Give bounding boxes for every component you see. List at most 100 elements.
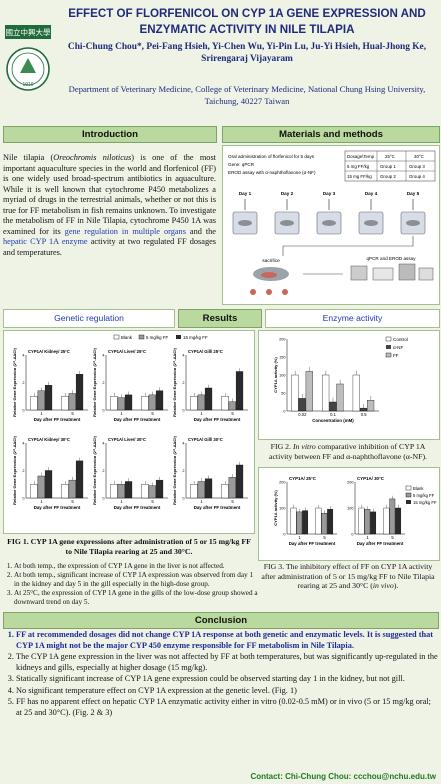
- data-bar: [302, 510, 309, 535]
- y-tick-label: 0: [351, 532, 353, 536]
- assay-instrument-icons: [350, 263, 434, 281]
- arrows: [282, 236, 414, 275]
- x-tick-label: 1: [200, 499, 203, 504]
- x-tick-label: 5: [231, 499, 234, 504]
- x-tick-label: 5: [151, 499, 154, 504]
- data-bar: [370, 511, 377, 535]
- x-axis-label: Day after FF treatment: [289, 541, 336, 546]
- methods-desc-1: Oral administration of florfenicol for 5…: [228, 154, 315, 159]
- methods-panel: Oral administration of florfenicol for 5…: [222, 145, 440, 305]
- y-tick-label: 200: [347, 480, 353, 484]
- data-bar: [44, 470, 53, 499]
- contact-info: Contact: Chi-Chung Chou: ccchou@nchu.edu…: [250, 772, 436, 781]
- data-bar: [197, 481, 205, 499]
- fig3-chart: Blank 5 mg/kg FF 15 mg/kg FF CYP1A/ 25°C…: [273, 476, 437, 546]
- table-header-dosage: Dosage\Temp: [347, 154, 375, 159]
- x-tick-label: 5: [231, 411, 234, 416]
- methods-desc-3: EROD assay with α-naphthoflavone (α-NF): [228, 170, 316, 175]
- y-tick-label: 50: [281, 391, 285, 395]
- syringe-icons: [244, 199, 414, 210]
- conclusion-item: FF has no apparent effect on hepatic CYP…: [16, 697, 438, 718]
- x-axis-label: Day after FF treatment: [34, 417, 81, 422]
- data-bar: [155, 390, 164, 411]
- y-tick-label: 2: [102, 381, 104, 385]
- x-tick-label: 0.02: [298, 412, 307, 417]
- x-tick-label: 1: [40, 499, 43, 504]
- data-bar: [359, 407, 368, 412]
- y-axis-label: Relative Gene Expression (2^-ΔΔCt): [92, 347, 97, 416]
- y-tick-label: 100: [279, 506, 285, 510]
- legend-label: 5 mg/kg FF: [413, 493, 435, 498]
- data-bar: [117, 397, 125, 411]
- y-tick-label: 0: [22, 496, 24, 500]
- logo-text: 國立中興大學: [6, 27, 51, 37]
- conclusion-item: The CYP 1A gene expression in the liver …: [16, 652, 438, 673]
- fig3-panel: Blank 5 mg/kg FF 15 mg/kg FF CYP1A/ 25°C…: [258, 467, 440, 561]
- fig2-chart: Control α-NF FF 0.02 0.1 0.5 0 50 100 150 200 Co…: [273, 336, 408, 423]
- results-heading: Results: [178, 309, 262, 328]
- y-axis-label: CYP1A activity (%): [273, 490, 278, 526]
- data-bar: [141, 484, 149, 499]
- y-tick-label: 0: [22, 408, 24, 412]
- y-tick-label: 200: [279, 480, 285, 484]
- data-bar: [68, 479, 76, 499]
- legend-label: α-NF: [393, 345, 404, 350]
- y-tick-label: 4: [182, 441, 184, 445]
- gene-legend: Blank 5 mg/kg FF 15 mg/kg FF: [113, 334, 208, 340]
- data-bar: [204, 387, 213, 411]
- data-bar: [68, 393, 76, 411]
- panel-title: CYP1A/ Kidney/ 25°C: [28, 349, 70, 354]
- fig2-caption: FIG 2. In vitro comparative inhibition o…: [268, 442, 427, 461]
- x-axis-label: Day after FF treatment: [357, 541, 404, 546]
- fig2-legend: Control α-NF FF: [385, 336, 408, 358]
- methods-heading: Materials and methods: [222, 126, 440, 143]
- conclusion-item: FF at recommended dosages did not change…: [16, 630, 438, 651]
- university-logo: 國立中興大學 1919: [4, 24, 52, 96]
- legend-label: 15 mg/kg FF: [183, 335, 208, 340]
- fig1-notes: At both temp., the expression of CYP 1A …: [4, 562, 260, 607]
- conclusion-list: FF at recommended dosages did not change…: [3, 630, 438, 719]
- x-tick-label: 5: [151, 411, 154, 416]
- y-tick-label: 4: [102, 353, 104, 357]
- x-axis-label: Day after FF treatment: [34, 505, 81, 510]
- data-bar: [75, 460, 84, 499]
- data-bar: [364, 509, 371, 535]
- dissected-fish-icon: [253, 267, 289, 281]
- methods-desc-2: Gene: qPCR: [228, 162, 255, 167]
- data-bar: [141, 396, 149, 411]
- hepatic-enzyme-link: hepatic CYP 1A enzyme: [3, 237, 88, 246]
- day-label: Day 2: [281, 191, 294, 196]
- genetic-regulation-heading: Genetic regulation: [3, 309, 175, 328]
- data-bar: [383, 507, 390, 535]
- y-tick-label: 150: [279, 355, 285, 359]
- data-bar: [190, 396, 198, 411]
- data-bar: [322, 374, 330, 412]
- y-tick-label: 200: [279, 337, 285, 341]
- fish-icons: [238, 220, 420, 226]
- data-bar: [221, 396, 229, 411]
- fig1-note: At both temp., the expression of CYP 1A …: [14, 562, 260, 571]
- data-bar: [117, 484, 125, 499]
- x-tick-label: 5: [71, 411, 74, 416]
- data-bar: [395, 507, 402, 535]
- data-bar: [30, 484, 38, 499]
- affiliation: Department of Veterinary Medicine, Colle…: [68, 84, 426, 106]
- poster-title: EFFECT OF FLORFENICOL ON CYP 1A GENE EXP…: [68, 7, 426, 36]
- y-axis-label: Relative Gene Expression (2^-ΔΔCt): [12, 347, 17, 416]
- x-tick-label: 1: [298, 535, 301, 540]
- y-tick-label: 0: [283, 409, 285, 413]
- day-timeline: Day 1 Day 2 Day 3 Day 4 Day 5: [239, 191, 420, 196]
- day-label: Day 3: [323, 191, 336, 196]
- y-tick-label: 100: [279, 373, 285, 377]
- table-cell: Group 3: [409, 164, 425, 169]
- x-tick-label: 5: [71, 499, 74, 504]
- data-bar: [358, 507, 365, 535]
- y-tick-label: 2: [22, 381, 24, 385]
- data-bar: [329, 401, 337, 412]
- y-tick-label: 0: [182, 408, 184, 412]
- x-tick-label: 1: [120, 411, 123, 416]
- logo-year: 1919: [22, 82, 33, 88]
- panel-title: CYP1A/ Gill/ 25°C: [188, 349, 223, 354]
- data-bar: [367, 400, 375, 412]
- x-tick-label: 1: [40, 411, 43, 416]
